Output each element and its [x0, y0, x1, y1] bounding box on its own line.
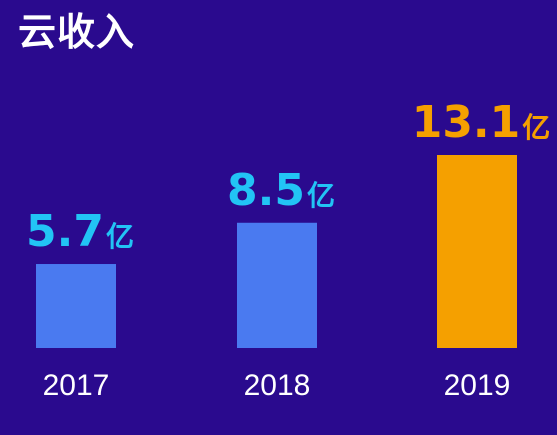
data-label-2019: 13.1亿 [412, 97, 551, 148]
x-tick-label-2019: 2019 [444, 369, 511, 402]
data-label-unit: 亿 [307, 179, 335, 212]
data-label-unit: 亿 [106, 220, 134, 253]
chart-title: 云收入 [18, 10, 136, 54]
x-tick-label-2018: 2018 [244, 369, 311, 402]
bar-2019 [437, 155, 517, 348]
data-label-value: 5.7 [26, 206, 104, 257]
bar-2017 [36, 264, 116, 348]
data-label-value: 8.5 [227, 165, 305, 216]
x-tick-label-2017: 2017 [43, 369, 110, 402]
data-label-value: 13.1 [412, 97, 521, 148]
data-label-2017: 5.7亿 [26, 206, 134, 257]
data-label-2018: 8.5亿 [227, 165, 335, 216]
bar-2018 [237, 222, 317, 348]
data-label-unit: 亿 [522, 111, 550, 144]
